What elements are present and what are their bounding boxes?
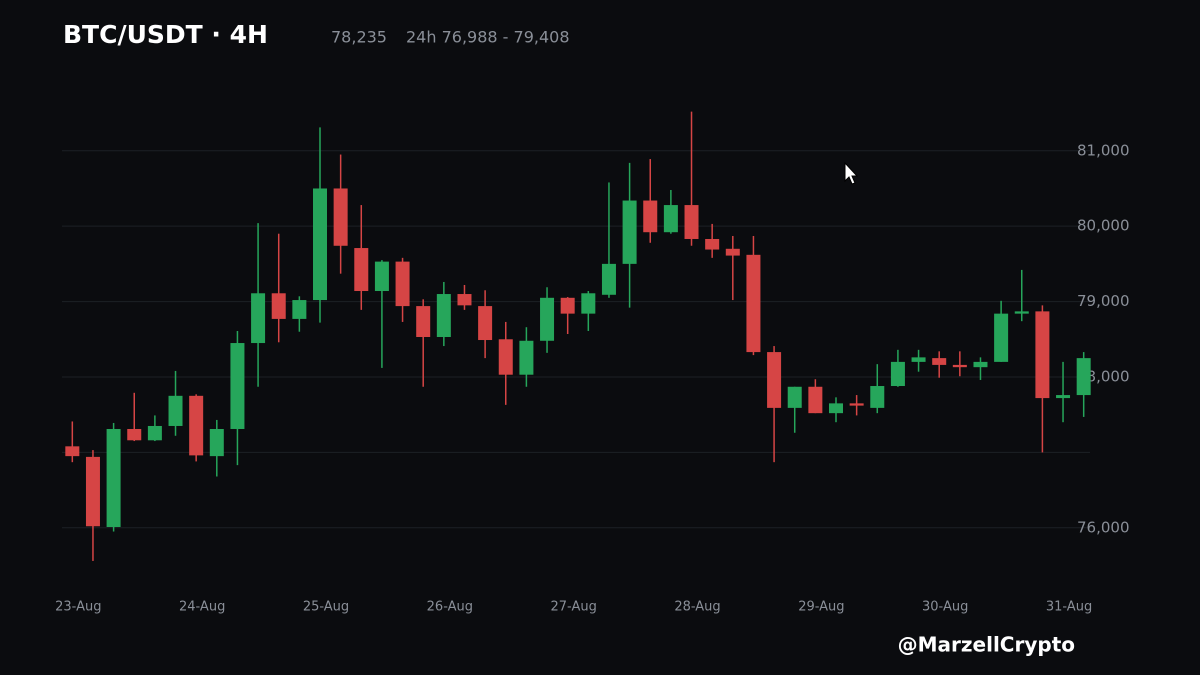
candle-body: [890, 361, 905, 387]
candle-body: [932, 358, 947, 365]
candle-body: [498, 339, 513, 375]
candle-body: [973, 361, 988, 368]
candle-body: [127, 428, 142, 441]
candle-body: [333, 188, 348, 246]
candle-body: [911, 357, 926, 362]
candle-body: [994, 313, 1009, 362]
candle-body: [354, 248, 369, 292]
watermark: @MarzellCrypto: [898, 633, 1075, 657]
candle-body: [746, 254, 761, 353]
candle-body: [271, 293, 286, 319]
x-tick-label: 29-Aug: [798, 600, 844, 615]
x-tick-label: 30-Aug: [922, 600, 968, 615]
candle-body: [374, 261, 389, 292]
candle-body: [849, 403, 864, 406]
candle-body: [1035, 311, 1050, 399]
x-tick-label: 24-Aug: [179, 600, 225, 615]
candle-body: [1056, 395, 1071, 399]
candle-body: [416, 306, 431, 338]
y-tick-label: 80,000: [1077, 217, 1130, 235]
candle-body: [147, 425, 162, 441]
candle-body: [870, 386, 885, 408]
cursor: [844, 161, 859, 185]
candle-body: [581, 293, 596, 314]
candle-body: [725, 248, 740, 256]
candle-body: [1014, 311, 1029, 314]
candle-body: [106, 428, 121, 528]
candle-body: [808, 386, 823, 414]
x-tick-label: 27-Aug: [551, 600, 597, 615]
x-tick-label: 26-Aug: [427, 600, 473, 615]
candle-body: [663, 205, 678, 233]
last-price: 78,235: [331, 28, 387, 47]
candle-body: [313, 188, 327, 301]
chart-title: BTC/USDT · 4H: [63, 20, 268, 49]
candle-body: [643, 200, 658, 233]
candle-body: [292, 300, 307, 319]
candle-body: [519, 340, 534, 375]
candle-body: [601, 263, 616, 295]
candle-body: [65, 446, 80, 457]
candle-body: [952, 364, 967, 368]
candle-body: [622, 200, 637, 264]
candle-body: [395, 261, 410, 307]
candle-body: [457, 294, 472, 306]
candle-body: [85, 456, 100, 527]
candle-body: [168, 395, 183, 426]
candle-body: [1076, 358, 1091, 396]
y-tick-label: 81,000: [1077, 141, 1130, 159]
candle-body: [705, 238, 720, 250]
x-tick-label: 25-Aug: [303, 600, 349, 615]
candle-body: [189, 395, 204, 456]
candle-body: [478, 306, 493, 341]
candle-body: [436, 294, 451, 338]
candle-body: [684, 205, 699, 239]
y-tick-label: 79,000: [1077, 292, 1130, 310]
x-tick-label: 31-Aug: [1046, 600, 1092, 615]
candle-body: [251, 293, 266, 344]
candle-body: [560, 297, 575, 314]
candle-body: [230, 343, 245, 429]
candle-body: [787, 386, 802, 408]
candle-body: [767, 352, 782, 408]
x-tick-label: 28-Aug: [674, 600, 720, 615]
y-tick-label: 76,000: [1077, 518, 1130, 536]
candle-body: [540, 297, 555, 341]
candle-body: [209, 428, 224, 457]
candle-body: [829, 403, 843, 414]
range-24h: 24h 76,988 - 79,408: [406, 28, 570, 47]
x-tick-label: 23-Aug: [55, 600, 101, 615]
